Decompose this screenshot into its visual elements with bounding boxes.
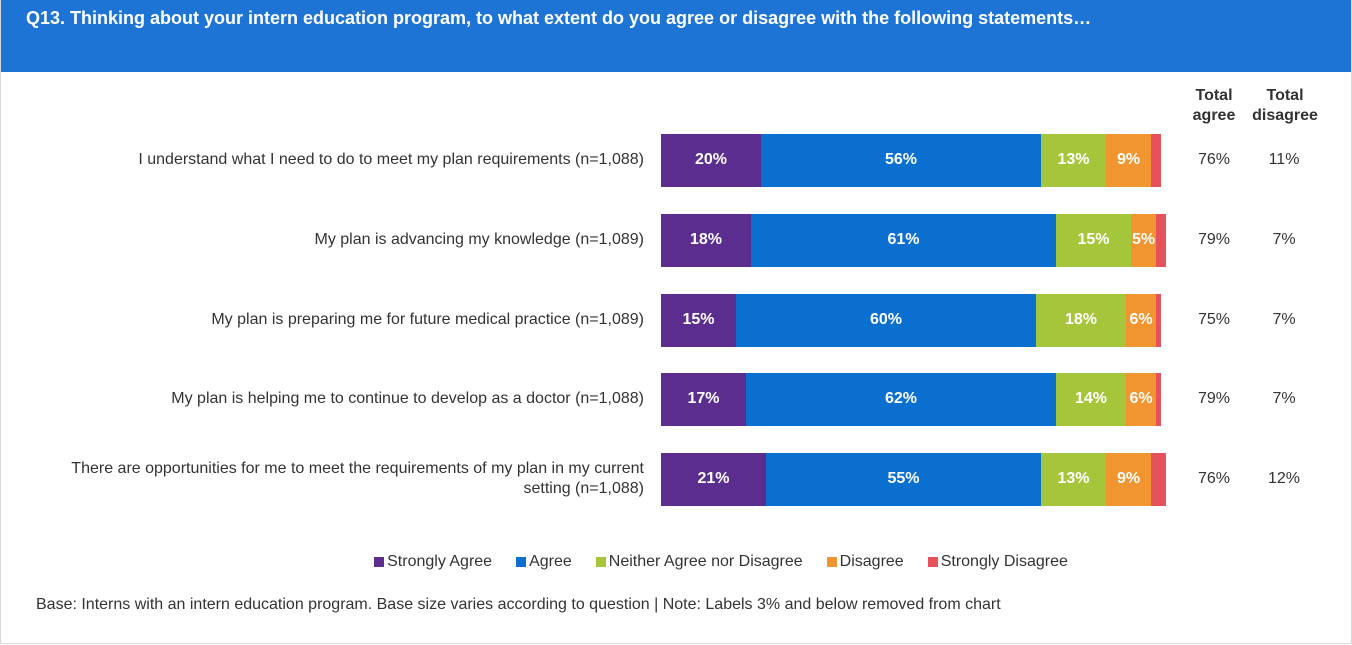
- bar-segment: [761, 133, 1041, 187]
- total-agree: 79%: [1197, 231, 1231, 248]
- chart-title: Q13. Thinking about your intern educatio…: [1, 0, 1351, 72]
- bar-segment: [661, 372, 746, 426]
- bar-segment: [1056, 213, 1131, 267]
- bar-segment: [1131, 213, 1156, 267]
- legend-label: Neither Agree nor Disagree: [608, 553, 803, 570]
- data-label: 56%: [884, 151, 918, 168]
- legend-item: Strongly Disagree: [927, 553, 1068, 571]
- legend-item: Disagree: [826, 553, 904, 571]
- total-disagree: 7%: [1272, 231, 1296, 248]
- total-disagree: 7%: [1272, 311, 1296, 328]
- bar-segment: [1126, 293, 1156, 347]
- total-agree: 76%: [1197, 151, 1231, 168]
- data-label: 60%: [869, 311, 903, 328]
- data-label: 61%: [887, 231, 920, 248]
- data-label: 62%: [884, 390, 918, 407]
- bar-segment: [1151, 133, 1161, 187]
- legend-item: Strongly Agree: [374, 553, 492, 571]
- total-disagree: 12%: [1267, 470, 1301, 487]
- data-label: 15%: [1077, 231, 1110, 248]
- legend-label: Agree: [529, 553, 572, 570]
- bar-segment: [1156, 213, 1166, 267]
- data-label: 6%: [1129, 390, 1153, 407]
- data-label: 55%: [887, 470, 920, 487]
- total-agree: 75%: [1197, 311, 1231, 328]
- legend-item: Agree: [516, 553, 572, 571]
- data-label: 9%: [1116, 151, 1141, 168]
- bar-segment: [746, 372, 1056, 426]
- data-label: 18%: [1064, 311, 1098, 328]
- bar-segment: [661, 133, 761, 187]
- data-label: 6%: [1129, 311, 1153, 328]
- data-label: 13%: [1057, 151, 1090, 168]
- bar-segment: [1036, 293, 1126, 347]
- footnote: Base: Interns with an intern education p…: [36, 596, 1001, 613]
- legend: Strongly Agree Agree Neither Agree nor Dis…: [1, 553, 1352, 571]
- legend-label: Strongly Agree: [387, 553, 493, 570]
- total-disagree-header: Total disagree: [1252, 87, 1318, 124]
- total-agree-header: Total agree: [1192, 87, 1236, 124]
- category-label: My plan is advancing my knowledge (n=1,0…: [314, 231, 644, 248]
- bar-segment: [766, 452, 1041, 506]
- bar-segment: [1156, 293, 1161, 347]
- legend-swatch: [927, 557, 938, 567]
- data-label: 18%: [689, 231, 723, 248]
- legend-label: Disagree: [839, 553, 904, 570]
- bar-segment: [1041, 452, 1106, 506]
- bar-segment: [1056, 372, 1126, 426]
- category-label: I understand what I need to do to meet m…: [138, 151, 644, 168]
- data-label: 9%: [1116, 470, 1141, 487]
- bar-segment: [751, 213, 1056, 267]
- data-label: 5%: [1131, 231, 1156, 248]
- category-label: My plan is preparing me for future medic…: [211, 311, 644, 328]
- legend-item: Neither Agree nor Disagree: [595, 553, 803, 571]
- bar-segment: [1126, 372, 1156, 426]
- bar-segment: [736, 293, 1036, 347]
- legend-swatch: [826, 557, 837, 567]
- data-label: 17%: [687, 390, 720, 407]
- data-label: 21%: [697, 470, 730, 487]
- bar-segment: [661, 293, 736, 347]
- category-label: There are opportunities for me to meet t…: [71, 460, 644, 497]
- bar-segment: [661, 452, 766, 506]
- data-label: 14%: [1074, 390, 1108, 407]
- total-disagree: 7%: [1272, 390, 1296, 407]
- total-agree: 79%: [1197, 390, 1231, 407]
- total-disagree: 11%: [1268, 151, 1300, 168]
- data-label: 15%: [682, 311, 715, 328]
- bar-segment: [661, 213, 751, 267]
- legend-swatch: [595, 557, 606, 567]
- data-label: 20%: [694, 151, 728, 168]
- bar-segment: [1106, 133, 1151, 187]
- bar-segment: [1151, 452, 1166, 506]
- legend-swatch: [374, 557, 385, 567]
- bar-segment: [1106, 452, 1151, 506]
- bar-segment: [1041, 133, 1106, 187]
- legend-swatch: [516, 557, 527, 567]
- legend-label: Strongly Disagree: [940, 553, 1068, 570]
- total-agree: 76%: [1197, 470, 1231, 487]
- bar-segment: [1156, 372, 1161, 426]
- category-label: My plan is helping me to continue to dev…: [171, 390, 644, 407]
- data-label: 13%: [1057, 470, 1090, 487]
